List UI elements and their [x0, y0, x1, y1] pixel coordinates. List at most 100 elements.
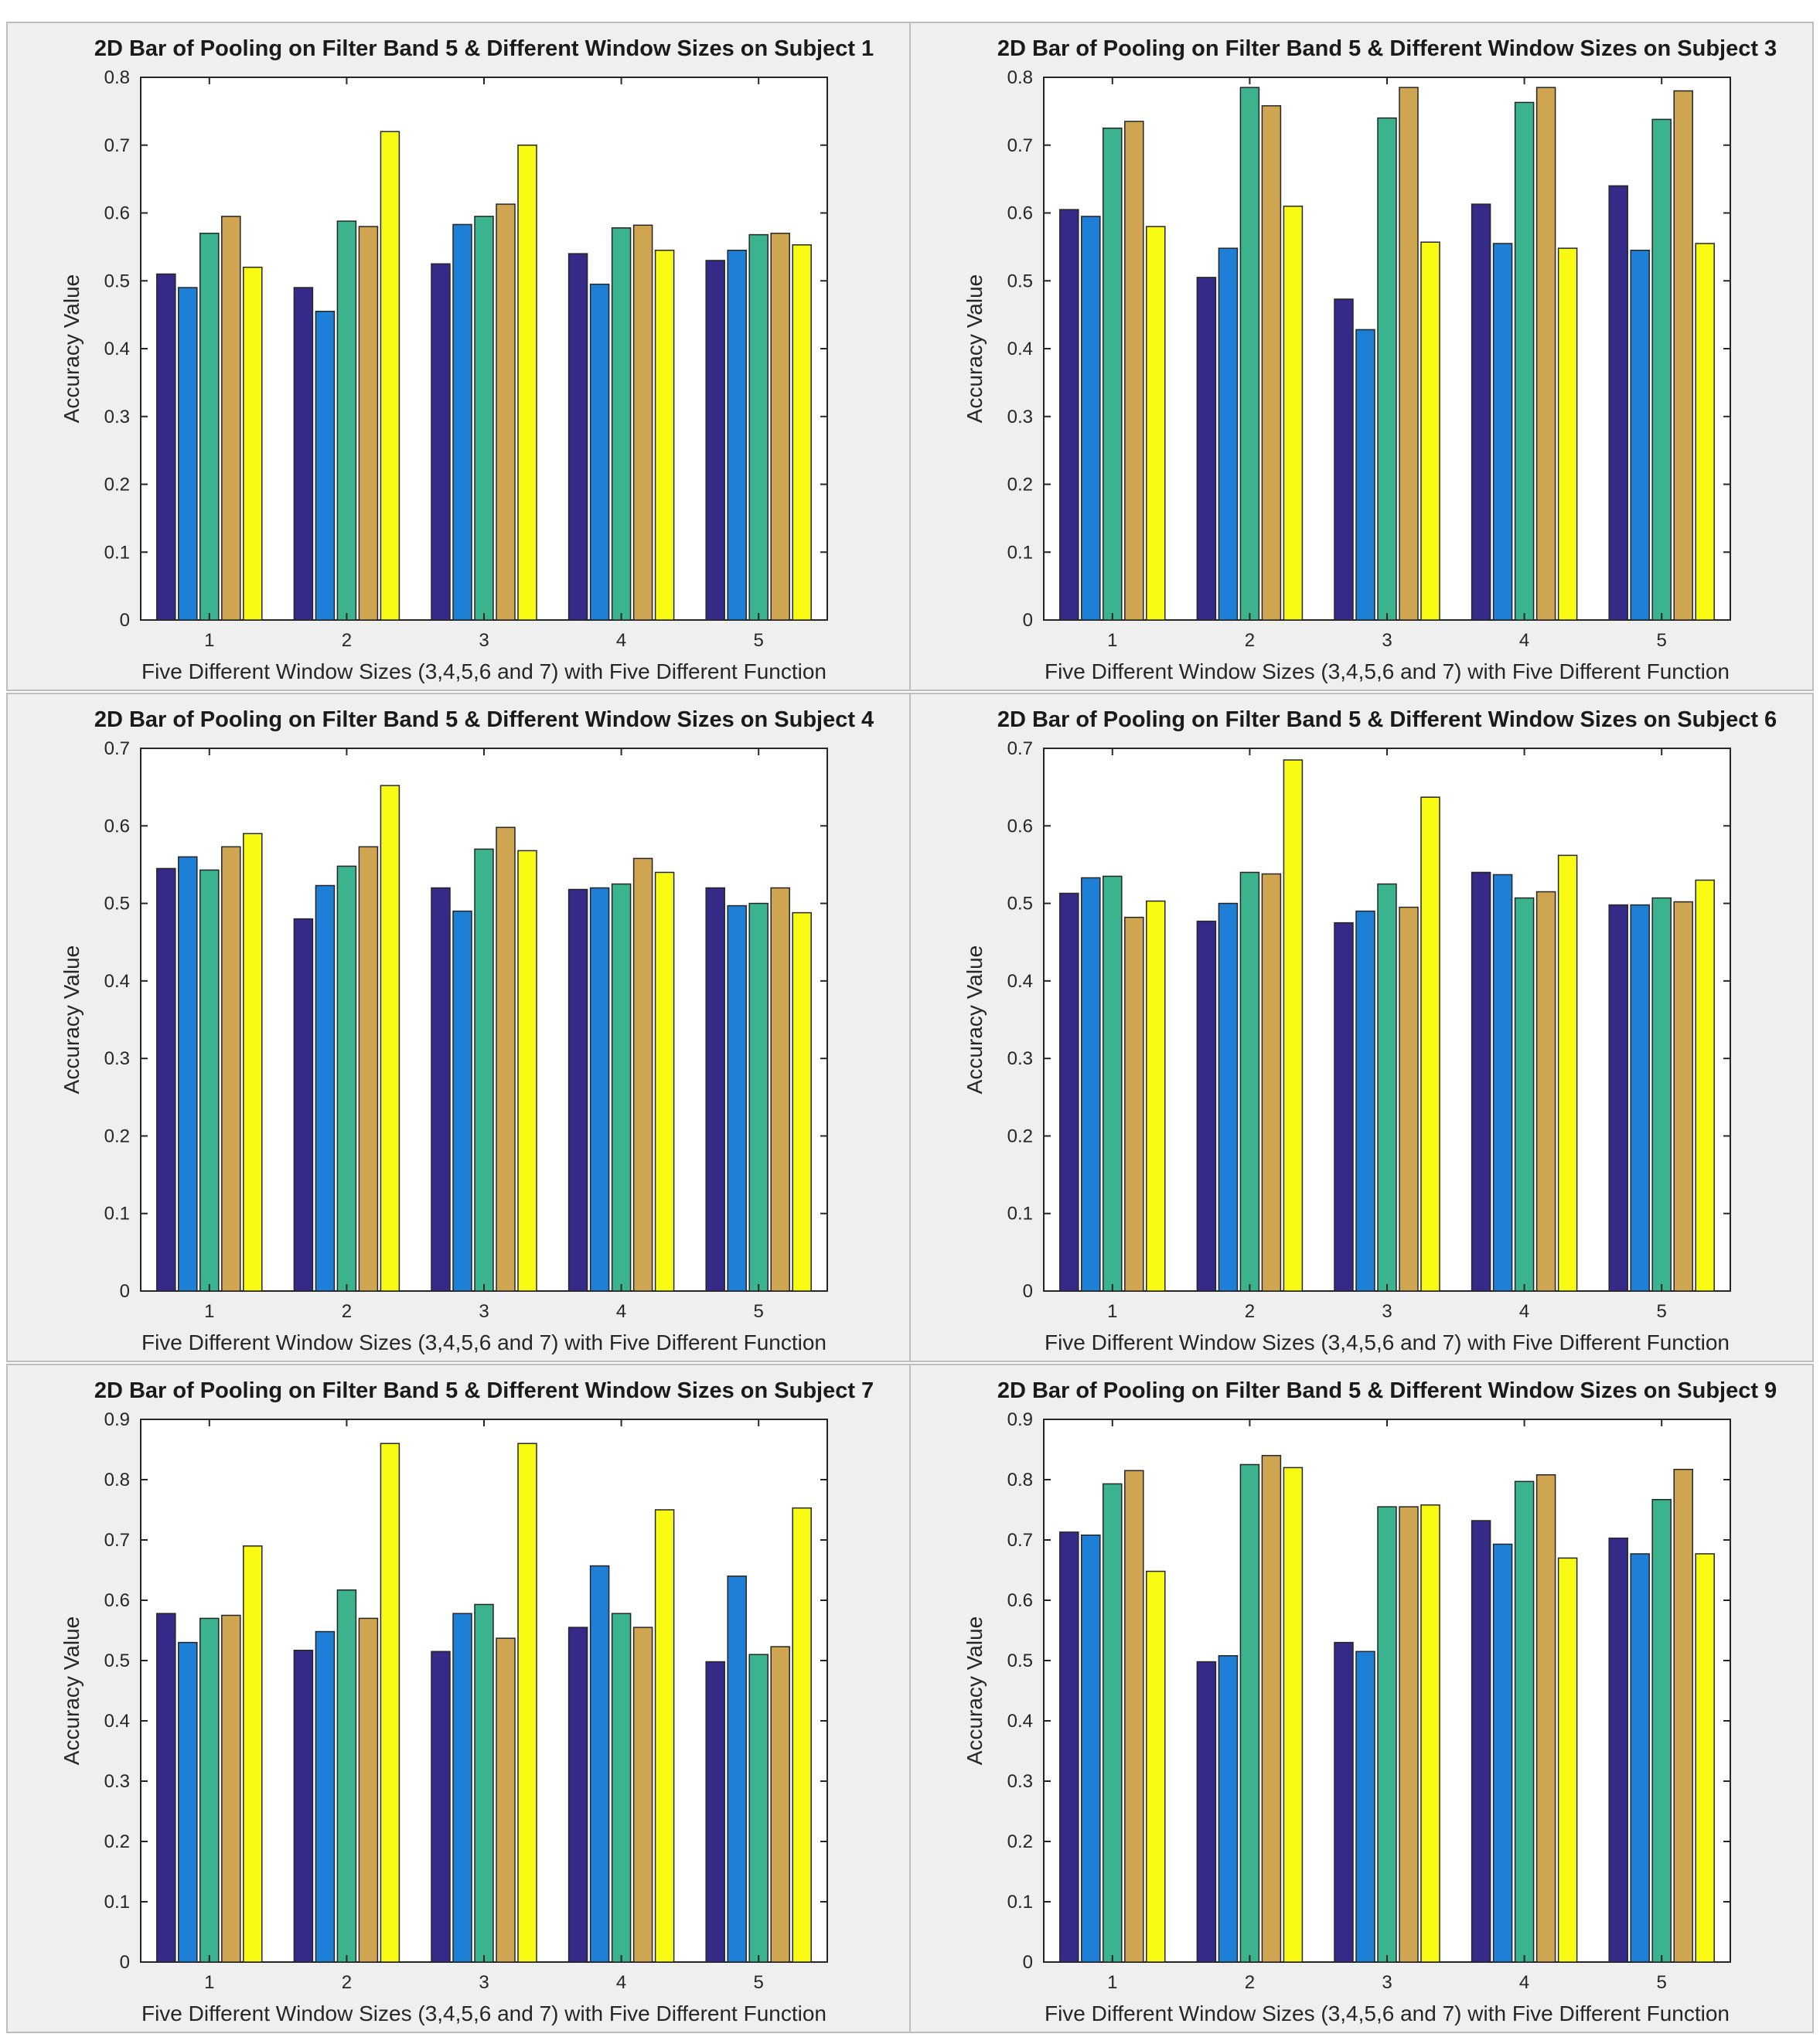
bar-group-5-function-4: [770, 887, 790, 1292]
bar-group-1-function-1: [156, 867, 176, 1292]
chart-title: 2D Bar of Pooling on Filter Band 5 & Dif…: [94, 1378, 874, 1403]
bar-group-4-function-3: [1514, 101, 1535, 621]
y-axis-label: Accuracy Value: [963, 274, 987, 423]
bar-group-2-function-3: [1239, 871, 1260, 1292]
bar-group-4-function-4: [1535, 87, 1556, 621]
bar-group-5-function-3: [748, 1654, 769, 1963]
bar-group-4-function-5: [1557, 247, 1578, 621]
bar-chart-svg: 2D Bar of Pooling on Filter Band 5 & Dif…: [963, 707, 1777, 1354]
y-tick-label: 0.7: [104, 135, 130, 156]
bar-group-1-function-5: [243, 1545, 263, 1963]
bar-group-5-function-1: [705, 260, 725, 621]
y-tick-label: 0.7: [1007, 135, 1033, 156]
y-tick-label: 0.6: [1007, 203, 1033, 224]
y-tick-label: 0.2: [1007, 1126, 1033, 1146]
bar-chart-svg: 2D Bar of Pooling on Filter Band 5 & Dif…: [963, 1378, 1777, 2025]
bar-group-3-function-2: [452, 223, 472, 621]
bar-group-5-function-2: [1630, 250, 1650, 621]
bar-group-5-function-1: [1608, 1537, 1628, 1963]
bar-group-4-function-1: [1471, 1520, 1491, 1963]
bar-group-3-function-2: [1355, 910, 1375, 1292]
y-tick-label: 0.8: [1007, 67, 1033, 88]
bar-group-4-function-3: [611, 1613, 632, 1963]
bar-group-5-function-2: [727, 250, 747, 621]
y-tick-label: 0.4: [104, 971, 130, 992]
y-tick-label: 0.3: [104, 407, 130, 428]
x-tick-label: 4: [616, 1972, 626, 1993]
y-tick-label: 0.8: [104, 67, 130, 88]
y-axis-label: Accuracy Value: [963, 1616, 987, 1765]
y-axis-label: Accuracy Value: [963, 945, 987, 1094]
bar-group-2-function-2: [1218, 1655, 1239, 1963]
y-tick-label: 0.1: [104, 1892, 130, 1913]
bar-chart-svg: 2D Bar of Pooling on Filter Band 5 & Dif…: [963, 36, 1777, 683]
bar-group-2-function-4: [358, 1617, 379, 1963]
bar-group-4-function-2: [589, 283, 610, 621]
bar-group-1-function-4: [1124, 916, 1144, 1292]
bar-group-5-function-3: [1651, 1498, 1672, 1963]
bar-group-5-function-2: [1630, 1553, 1650, 1963]
bar-group-1-function-4: [1124, 121, 1144, 621]
bar-group-5-function-4: [1673, 90, 1693, 621]
bar-group-3-function-2: [452, 1613, 472, 1963]
bar-group-5-function-3: [748, 233, 769, 621]
bar-group-2-function-4: [1261, 1455, 1282, 1963]
bar-group-1-function-5: [1146, 900, 1166, 1292]
y-tick-label: 0.5: [1007, 271, 1033, 291]
bar-group-1-function-1: [1059, 892, 1079, 1292]
bar-group-2-function-2: [315, 884, 336, 1292]
x-tick-label: 4: [616, 1301, 626, 1322]
y-tick-label: 0.5: [104, 894, 130, 915]
x-tick-label: 5: [754, 1301, 764, 1322]
bar-group-1-function-2: [1081, 216, 1101, 621]
x-axis-label: Five Different Window Sizes (3,4,5,6 and…: [1045, 1330, 1730, 1354]
x-tick-label: 1: [1107, 630, 1117, 651]
bar-group-2-function-4: [358, 226, 379, 621]
y-tick-label: 0.7: [104, 738, 130, 759]
bar-group-5-function-1: [1608, 904, 1628, 1292]
bar-group-5-function-1: [705, 1661, 725, 1963]
bar-group-5-function-1: [705, 887, 725, 1292]
bar-group-2-function-2: [1218, 902, 1239, 1292]
y-tick-label: 0.4: [104, 1711, 130, 1732]
bar-group-4-function-2: [1492, 1543, 1513, 1963]
bar-group-3-function-5: [517, 145, 537, 621]
chart-title: 2D Bar of Pooling on Filter Band 5 & Dif…: [94, 36, 874, 61]
y-tick-label: 0.1: [1007, 1892, 1033, 1913]
chart-title: 2D Bar of Pooling on Filter Band 5 & Dif…: [997, 36, 1777, 61]
bar-group-5-function-4: [1673, 1468, 1693, 1963]
bar-group-1-function-5: [1146, 226, 1166, 621]
y-tick-label: 0.7: [1007, 738, 1033, 759]
bar-group-2-function-1: [1196, 1661, 1217, 1963]
bar-group-3-function-5: [1420, 1504, 1440, 1963]
x-tick-label: 2: [1245, 1301, 1255, 1322]
bar-group-4-function-2: [1492, 243, 1513, 621]
x-tick-label: 5: [1657, 1301, 1667, 1322]
bar-group-1-function-3: [199, 1617, 220, 1963]
y-axis-label: Accuracy Value: [60, 945, 84, 1094]
bar-group-2-function-1: [293, 918, 314, 1292]
x-tick-label: 2: [342, 1972, 352, 1993]
bar-group-4-function-4: [632, 857, 653, 1292]
y-axis-label: Accuracy Value: [60, 1616, 84, 1765]
bar-group-1-function-4: [221, 1614, 241, 1963]
x-axis-label: Five Different Window Sizes (3,4,5,6 and…: [1045, 659, 1730, 683]
y-tick-label: 0.1: [1007, 1204, 1033, 1225]
x-tick-label: 1: [204, 1972, 214, 1993]
bar-group-1-function-3: [199, 233, 220, 621]
bar-group-3-function-1: [431, 887, 451, 1292]
bar-group-2-function-1: [293, 1649, 314, 1963]
bar-group-4-function-2: [589, 887, 610, 1292]
y-tick-label: 0.4: [1007, 339, 1033, 359]
y-tick-label: 0.8: [1007, 1470, 1033, 1490]
y-tick-label: 0.1: [104, 542, 130, 563]
bar-group-3-function-4: [1399, 87, 1419, 621]
x-tick-label: 3: [1382, 1301, 1392, 1322]
bar-group-4-function-5: [1557, 1557, 1578, 1963]
x-tick-label: 2: [1245, 1972, 1255, 1993]
bar-group-4-function-2: [1492, 874, 1513, 1292]
y-tick-label: 0.6: [104, 203, 130, 224]
x-tick-label: 2: [342, 630, 352, 651]
bar-group-3-function-1: [1334, 298, 1354, 621]
bar-group-4-function-1: [1471, 203, 1491, 621]
